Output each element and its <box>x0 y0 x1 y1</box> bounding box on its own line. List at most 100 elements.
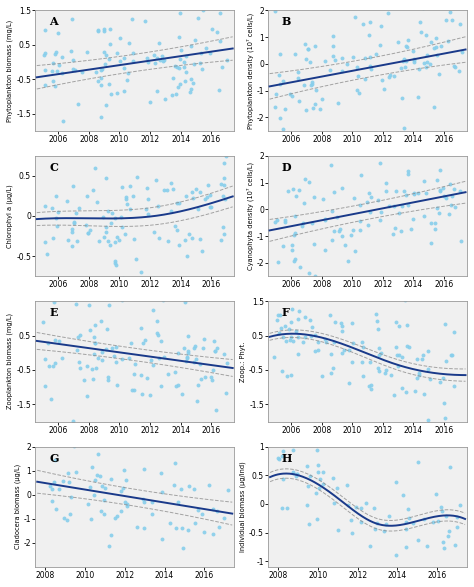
Point <box>182 191 190 201</box>
Point <box>51 358 59 367</box>
Point <box>44 249 51 258</box>
Point <box>46 482 54 491</box>
Point <box>156 55 164 65</box>
Point <box>213 343 221 353</box>
Point <box>53 191 60 201</box>
Point <box>386 70 394 80</box>
Point <box>83 47 91 56</box>
Point <box>398 226 405 235</box>
Point <box>450 61 457 70</box>
Point <box>222 389 229 398</box>
Point <box>357 171 365 180</box>
Point <box>377 349 384 358</box>
Point <box>403 342 410 351</box>
Point <box>164 237 172 246</box>
Point <box>411 386 419 395</box>
Point <box>197 374 205 383</box>
Point <box>331 55 339 65</box>
Point <box>55 485 63 494</box>
Point <box>190 193 197 203</box>
Point <box>402 542 410 552</box>
Point <box>299 221 306 230</box>
Point <box>175 240 183 249</box>
Point <box>91 475 99 485</box>
Point <box>448 15 456 24</box>
Point <box>100 47 108 56</box>
Point <box>160 56 168 65</box>
Text: B: B <box>282 16 292 28</box>
Point <box>432 33 439 43</box>
Point <box>65 477 73 487</box>
Point <box>220 173 228 183</box>
Point <box>403 56 410 65</box>
Point <box>374 316 381 325</box>
Point <box>401 123 408 133</box>
Point <box>438 502 445 512</box>
Point <box>295 97 302 106</box>
Point <box>206 48 213 58</box>
Point <box>101 484 109 493</box>
Point <box>440 537 447 546</box>
Point <box>446 179 453 188</box>
Point <box>319 194 327 204</box>
Point <box>279 124 287 134</box>
Point <box>59 52 66 62</box>
Point <box>180 343 187 352</box>
Point <box>190 358 197 367</box>
Point <box>104 324 111 333</box>
Point <box>186 87 194 97</box>
Point <box>131 359 139 369</box>
Point <box>392 477 400 486</box>
Point <box>290 256 298 265</box>
Point <box>111 258 119 268</box>
Point <box>94 25 102 35</box>
Point <box>216 36 224 46</box>
Point <box>107 531 115 540</box>
Point <box>67 47 75 56</box>
Point <box>127 181 134 191</box>
Point <box>118 507 125 516</box>
Point <box>182 67 190 76</box>
Point <box>416 369 423 378</box>
Point <box>273 89 280 98</box>
Point <box>100 509 108 518</box>
Point <box>397 63 405 73</box>
Point <box>392 343 400 352</box>
Point <box>49 58 57 68</box>
Point <box>128 339 135 348</box>
Point <box>398 94 406 103</box>
Point <box>134 172 141 181</box>
Point <box>145 194 152 204</box>
Point <box>440 399 448 408</box>
Point <box>210 504 217 513</box>
Point <box>310 192 318 201</box>
Point <box>97 113 105 122</box>
Point <box>374 518 381 528</box>
Point <box>394 38 402 47</box>
Point <box>113 88 121 97</box>
Point <box>377 158 384 168</box>
Point <box>272 6 279 16</box>
Point <box>347 515 355 525</box>
Point <box>87 225 94 235</box>
Point <box>173 381 180 390</box>
Point <box>191 484 198 494</box>
Point <box>340 345 347 354</box>
Point <box>329 473 337 483</box>
Point <box>321 335 328 344</box>
Point <box>289 467 297 477</box>
Point <box>102 222 109 231</box>
Point <box>314 461 322 470</box>
Point <box>45 338 52 348</box>
Point <box>49 234 56 243</box>
Point <box>167 178 175 187</box>
Point <box>358 337 366 346</box>
Point <box>194 14 202 23</box>
Point <box>398 352 406 362</box>
Point <box>98 65 105 75</box>
Point <box>142 205 150 214</box>
Point <box>362 499 370 508</box>
Point <box>129 57 137 66</box>
Point <box>152 175 160 184</box>
Point <box>312 99 319 109</box>
